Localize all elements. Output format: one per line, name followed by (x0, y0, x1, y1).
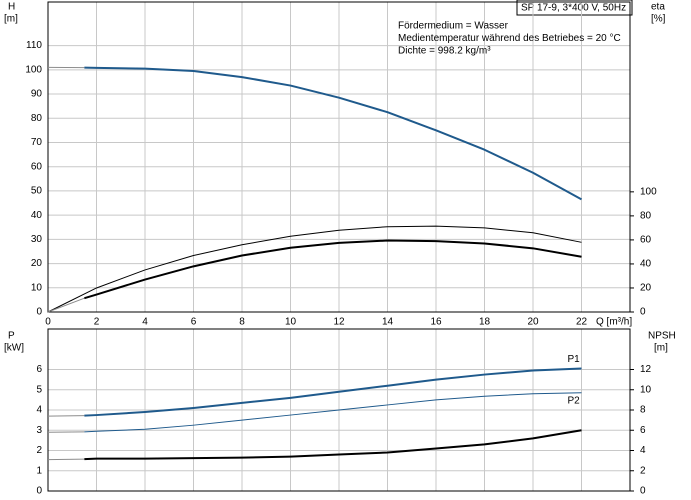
y2-tick-label: 100 (640, 186, 657, 197)
y-tick-label: 10 (31, 282, 43, 293)
x-tick-label: 10 (285, 317, 297, 328)
y2-tick-label: 20 (640, 283, 652, 294)
curve (84, 239, 582, 300)
y-tick-label: 70 (31, 137, 43, 148)
y-tick-label: 50 (31, 186, 43, 197)
x-tick-label: 2 (94, 317, 100, 328)
annotation: Medientemperatur während des Betriebes =… (398, 33, 621, 44)
title-box (516, 0, 633, 16)
y2-tick-label: 12 (640, 364, 652, 375)
x-tick-label: 14 (382, 317, 394, 328)
y2-tick-label: 2 (640, 465, 646, 476)
y-tick-label: 100 (25, 64, 42, 75)
y-tick-label: 60 (31, 161, 43, 172)
y2-tick-label: 40 (640, 259, 652, 270)
y2-tick-label: 60 (640, 235, 652, 246)
y2-axis-label: NPSH (648, 331, 676, 342)
y2-axis-unit: [m] (654, 343, 668, 354)
y2-axis-label: eta (651, 2, 665, 13)
x-tick-label: 22 (576, 317, 588, 328)
y2-tick-label: 0 (640, 307, 646, 318)
x-tick-label: 4 (142, 317, 148, 328)
y2-tick-label: 0 (640, 486, 646, 497)
curve (84, 367, 582, 417)
y-tick-label: 40 (31, 210, 43, 221)
y2-axis-unit: [%] (651, 14, 666, 25)
y-tick-label: 3 (36, 425, 42, 436)
x-tick-label: 0 (45, 317, 51, 328)
y2-tick-label: 8 (640, 405, 646, 416)
chart-title: SP 17-9, 3*400 V, 50Hz (521, 3, 626, 14)
y-tick-label: 2 (36, 445, 42, 456)
curve (47, 458, 85, 461)
x-tick-label: 20 (527, 317, 539, 328)
y2-tick-label: 4 (640, 445, 646, 456)
x-axis-label: Q [m³/h] (596, 317, 632, 328)
x-tick-label: 8 (239, 317, 245, 328)
y2-tick-label: 10 (640, 384, 652, 395)
y-tick-label: 6 (36, 364, 42, 375)
x-tick-label: 18 (479, 317, 491, 328)
y-tick-label: 80 (31, 113, 43, 124)
y-tick-label: 0 (36, 486, 42, 497)
y-tick-label: 1 (36, 465, 42, 476)
y2-tick-label: 6 (640, 425, 646, 436)
y-tick-label: 4 (36, 405, 42, 416)
x-tick-label: 12 (333, 317, 345, 328)
y-tick-label: 0 (36, 307, 42, 318)
curve (84, 392, 582, 433)
x-tick-label: 16 (430, 317, 442, 328)
curve (47, 297, 85, 313)
curve-label: P1 (568, 354, 581, 365)
y-tick-label: 20 (31, 258, 43, 269)
curve (84, 429, 582, 461)
y-axis-label: P (8, 331, 15, 342)
y-axis-unit: [kW] (4, 343, 24, 354)
y-tick-label: 5 (36, 384, 42, 395)
y-tick-label: 110 (26, 40, 42, 51)
y-axis-unit: [m] (4, 14, 18, 25)
y-tick-label: 90 (31, 89, 43, 100)
plot-frame (47, 328, 631, 492)
curve (47, 225, 582, 313)
curve (84, 66, 582, 201)
x-tick-label: 6 (191, 317, 197, 328)
plot-frame (47, 1, 631, 313)
annotation: Fördermedium = Wasser (398, 21, 509, 32)
curve-label: P2 (568, 395, 581, 406)
annotation: Dichte = 998.2 kg/m³ (398, 46, 491, 57)
y-axis-label: H (8, 2, 15, 13)
y2-tick-label: 80 (640, 211, 652, 222)
y-tick-label: 30 (31, 234, 43, 245)
